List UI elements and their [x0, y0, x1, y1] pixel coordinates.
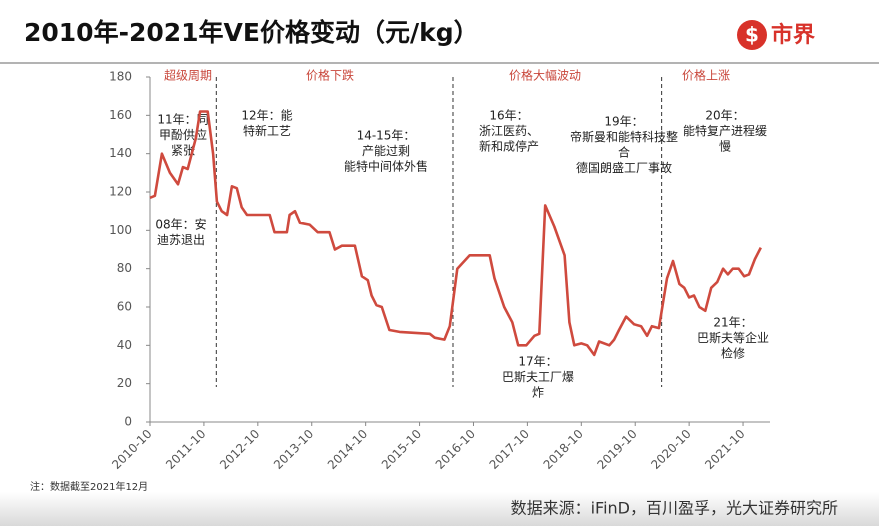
y-tick-label: 20 — [117, 376, 132, 390]
y-tick-label: 100 — [109, 223, 132, 237]
y-tick-label: 140 — [109, 146, 132, 160]
y-tick-label: 120 — [109, 185, 132, 199]
source: 数据来源：iFinD，百川盈孚，光大证券研究所 — [511, 499, 838, 518]
logo: $ 市界 — [737, 20, 815, 50]
annotation: 12年：能 — [241, 109, 292, 123]
annotation: 检修 — [721, 346, 745, 361]
annotation: 巴斯夫工厂爆 — [502, 370, 574, 384]
y-tick-label: 60 — [117, 300, 132, 314]
annotation: 迪苏退出 — [157, 233, 205, 247]
annotation: 合 — [618, 145, 630, 160]
annotation: 14-15年： — [357, 129, 416, 143]
title: 2010年-2021年VE价格变动（元/kg） — [24, 18, 479, 47]
annotation: 浙江医药、 — [479, 124, 539, 138]
logo-text: 市界 — [771, 22, 815, 48]
y-tick-label: 160 — [109, 108, 132, 122]
phase-label: 价格大幅波动 — [509, 68, 581, 83]
annotation: 08年：安 — [155, 217, 206, 232]
annotation: 17年： — [518, 355, 557, 369]
annotation: 20年： — [705, 109, 744, 123]
y-tick-label: 0 — [124, 415, 132, 429]
annotation: 新和成停产 — [479, 139, 539, 154]
phase-label: 价格上涨 — [682, 68, 730, 83]
logo-icon-glyph: $ — [745, 23, 759, 47]
annotation: 19年： — [604, 115, 643, 129]
annotation: 16年： — [489, 109, 528, 123]
annotation: 巴斯夫等企业 — [697, 330, 769, 345]
annotation: 能特中间体外售 — [344, 159, 428, 174]
footer-band — [0, 492, 879, 526]
annotation: 11年：同 — [157, 113, 208, 127]
annotation: 德国朗盛工厂事故 — [576, 160, 672, 175]
annotation: 甲酚供应 — [159, 127, 207, 142]
price-line — [149, 110, 762, 357]
note: 注：数据截至2021年12月 — [30, 480, 148, 493]
y-tick-label: 180 — [109, 70, 132, 84]
annotation: 慢 — [719, 140, 731, 154]
annotation: 能特复产进程缓 — [683, 123, 767, 138]
annotation: 紧张 — [171, 144, 195, 158]
annotation: 炸 — [532, 386, 544, 400]
logo-icon — [737, 20, 767, 50]
phase-label: 价格下跌 — [306, 68, 354, 83]
phase-label: 超级周期 — [164, 68, 212, 83]
y-tick-label: 40 — [117, 338, 132, 352]
y-tick-label: 80 — [117, 261, 132, 275]
annotation: 21年： — [713, 316, 752, 330]
annotation: 特新工艺 — [243, 123, 291, 138]
annotation: 帝斯曼和能特科技整 — [570, 129, 678, 144]
annotation: 产能过剩 — [362, 144, 410, 158]
